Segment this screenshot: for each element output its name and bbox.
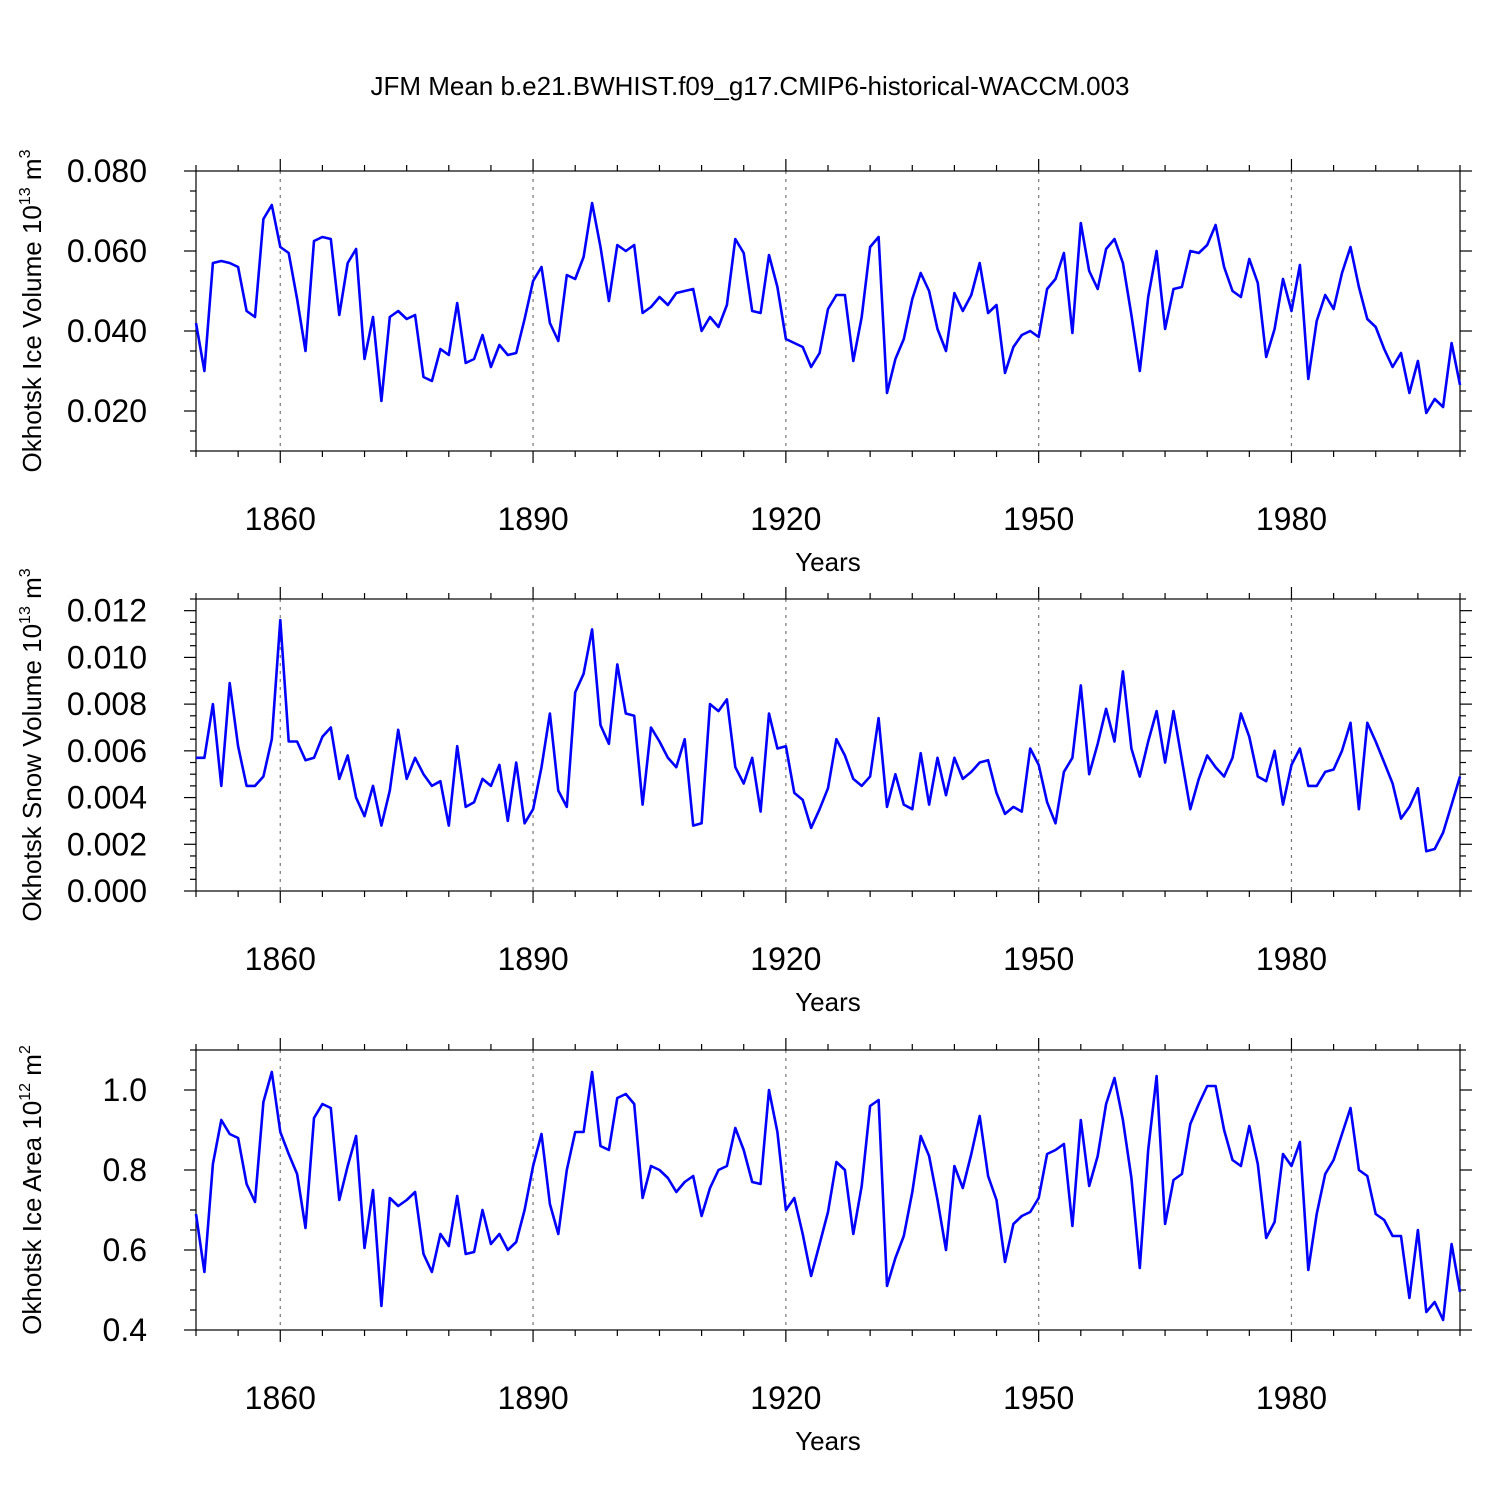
y-axis-label: Okhotsk Ice Volume 1013 m3 [17,149,47,472]
x-tick-label: 1860 [245,941,316,977]
y-tick-label: 0.040 [67,313,147,349]
x-axis-label: Years [795,987,861,1017]
y-tick-label: 0.060 [67,233,147,269]
y-tick-label: 0.002 [67,826,147,862]
y-tick-label: 0.010 [67,639,147,675]
series-line-okhotsk-snow-volume [196,618,1462,853]
y-tick-label: 0.080 [67,153,147,189]
x-axis-label: Years [795,547,861,577]
x-tick-label: 1860 [245,1380,316,1416]
y-tick-label: 1.0 [103,1072,147,1108]
series-line-okhotsk-ice-area [194,1070,1462,1322]
x-tick-label: 1980 [1256,941,1327,977]
y-tick-label: 0.020 [67,393,147,429]
y-tick-label: 0.4 [103,1312,147,1348]
panels: 1860 1890 1920 1950 1980 0.020 0.040 0.060 0.080… [17,149,1472,1456]
plot-frame [195,598,1461,892]
figure-title: JFM Mean b.e21.BWHIST.f09_g17.CMIP6-hist… [370,71,1129,101]
y-tick-label: 0.000 [67,873,147,909]
x-tick-label: 1950 [1003,501,1074,537]
x-tick-label: 1950 [1003,941,1074,977]
x-axis-label: Years [795,1426,861,1456]
x-tick-label: 1890 [497,501,568,537]
x-tick-label: 1950 [1003,1380,1074,1416]
x-tick-label: 1920 [750,501,821,537]
y-tick-label: 0.6 [103,1232,147,1268]
panel-okhotsk-ice-area: 1860 1890 1920 1950 1980 0.4 0.6 0.8 1.0 Years Okh… [17,1038,1472,1456]
x-tick-label: 1890 [497,941,568,977]
x-tick-label: 1920 [750,941,821,977]
y-axis-label: Okhotsk Ice Area 1012 m2 [17,1045,47,1335]
y-tick-label: 0.012 [67,593,147,629]
series-line-okhotsk-ice-volume [194,201,1462,415]
y-tick-label: 0.008 [67,686,147,722]
y-tick-label: 0.006 [67,733,147,769]
y-axis-label: Okhotsk Snow Volume 1013 m3 [17,568,47,921]
x-tick-label: 1980 [1256,1380,1327,1416]
x-tick-label: 1920 [750,1380,821,1416]
x-tick-label: 1980 [1256,501,1327,537]
x-tick-label: 1890 [497,1380,568,1416]
x-tick-label: 1860 [245,501,316,537]
y-tick-label: 0.004 [67,780,147,816]
y-tick-label: 0.8 [103,1152,147,1188]
panel-okhotsk-snow-volume: 1860 1890 1920 1950 1980 0.000 0.002 0.004 0.006… [17,568,1472,1017]
plot-frame [195,1049,1461,1331]
panel-okhotsk-ice-volume: 1860 1890 1920 1950 1980 0.020 0.040 0.060 0.080… [17,149,1472,577]
